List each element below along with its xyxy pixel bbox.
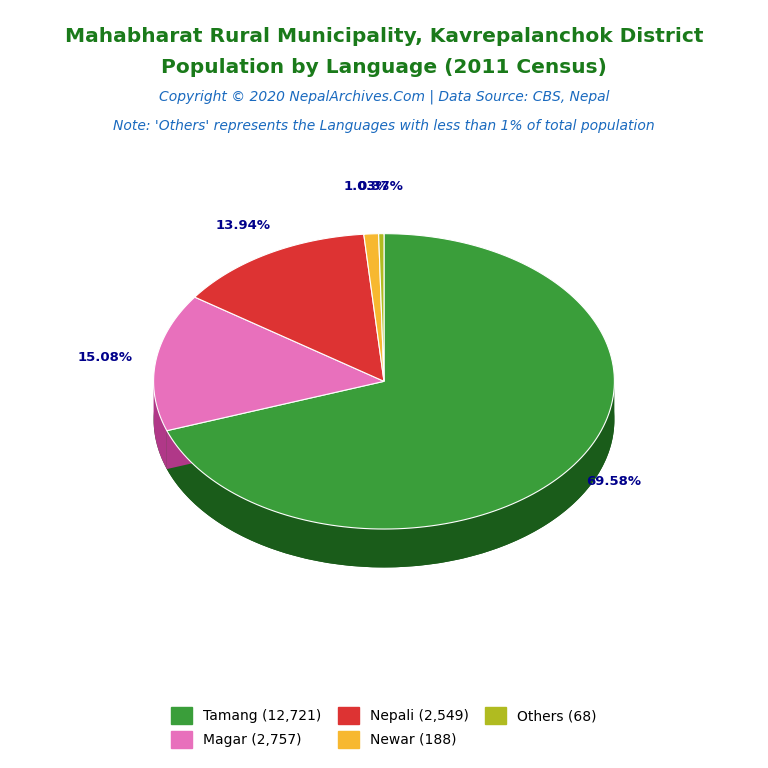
Text: 69.58%: 69.58% [586,475,641,488]
Polygon shape [195,234,384,382]
Text: 13.94%: 13.94% [215,219,270,232]
Text: Note: 'Others' represents the Languages with less than 1% of total population: Note: 'Others' represents the Languages … [113,119,655,133]
Polygon shape [167,383,614,568]
Polygon shape [167,382,384,469]
Polygon shape [379,233,384,382]
Ellipse shape [154,272,614,568]
Text: Copyright © 2020 NepalArchives.Com | Data Source: CBS, Nepal: Copyright © 2020 NepalArchives.Com | Dat… [159,90,609,104]
Polygon shape [167,382,384,469]
Text: 1.03%: 1.03% [344,180,389,194]
Polygon shape [154,382,167,469]
Text: Mahabharat Rural Municipality, Kavrepalanchok District: Mahabharat Rural Municipality, Kavrepala… [65,27,703,46]
Text: 15.08%: 15.08% [78,351,133,364]
Legend: Tamang (12,721), Magar (2,757), Nepali (2,549), Newar (188), Others (68): Tamang (12,721), Magar (2,757), Nepali (… [166,701,602,753]
Polygon shape [154,297,384,431]
Polygon shape [167,233,614,529]
Polygon shape [364,233,384,382]
Text: 0.37%: 0.37% [357,180,403,193]
Text: Population by Language (2011 Census): Population by Language (2011 Census) [161,58,607,77]
